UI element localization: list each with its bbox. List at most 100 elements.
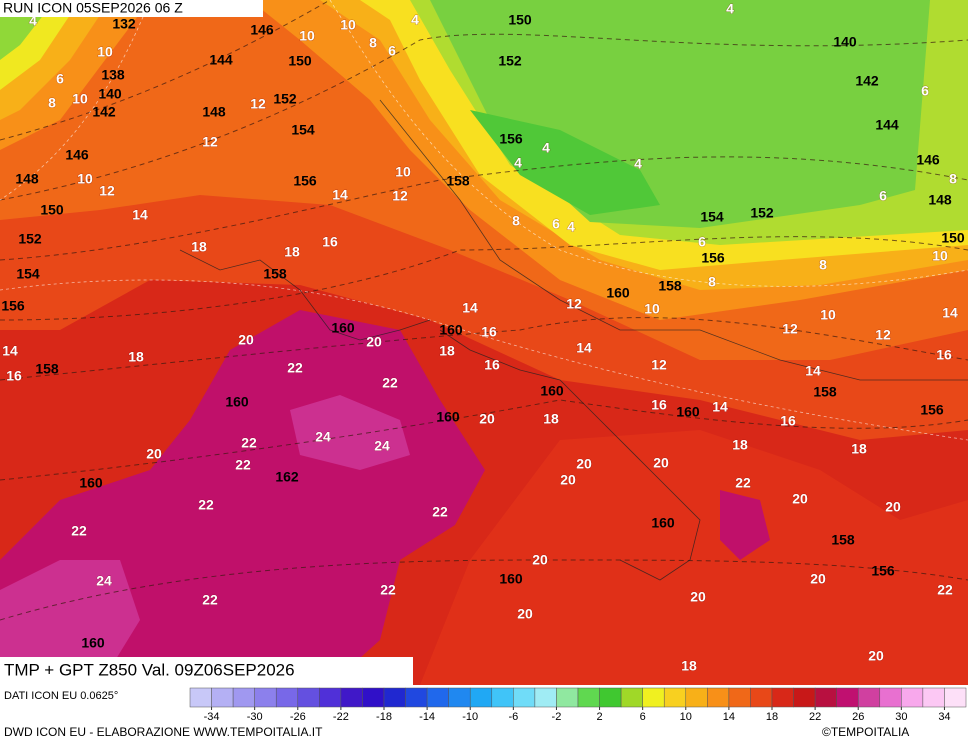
geopotential-label: 158 bbox=[831, 532, 855, 548]
geopotential-label: 160 bbox=[81, 635, 105, 651]
legend-tick-label: -30 bbox=[247, 711, 263, 723]
temperature-label: 12 bbox=[99, 183, 115, 199]
temperature-label: 18 bbox=[128, 349, 144, 365]
legend-tick-label: 2 bbox=[596, 711, 602, 723]
isoline bbox=[0, 33, 968, 201]
temperature-label: 18 bbox=[191, 239, 207, 255]
temperature-label: 22 bbox=[202, 592, 218, 608]
geopotential-label: 154 bbox=[700, 209, 724, 225]
field-2 bbox=[470, 110, 660, 215]
legend-tick-label: -26 bbox=[290, 711, 306, 723]
temperature-label: 22 bbox=[198, 497, 214, 513]
temperature-label: 18 bbox=[284, 244, 300, 260]
geopotential-label: 150 bbox=[508, 12, 532, 28]
temperature-label: 12 bbox=[566, 296, 582, 312]
geopotential-label: 154 bbox=[291, 122, 315, 138]
temperature-label: 14 bbox=[332, 187, 348, 203]
temperature-label: 14 bbox=[942, 305, 958, 321]
isolines bbox=[0, 0, 968, 621]
temperature-label: 10 bbox=[820, 307, 836, 323]
temperature-label: 8 bbox=[48, 95, 56, 111]
legend-swatch bbox=[362, 687, 385, 708]
temperature-label: 18 bbox=[732, 437, 748, 453]
geopotential-label: 146 bbox=[916, 152, 940, 168]
isotherm bbox=[0, 0, 151, 201]
legend-swatch bbox=[814, 687, 837, 708]
temperature-label: 16 bbox=[481, 324, 497, 340]
temperature-label: 22 bbox=[382, 375, 398, 391]
temperature-label: 16 bbox=[936, 347, 952, 363]
geopotential-label: 144 bbox=[875, 117, 899, 133]
geopotential-label: 140 bbox=[98, 86, 122, 102]
temperature-label: 10 bbox=[72, 91, 88, 107]
temperature-label: 18 bbox=[439, 343, 455, 359]
legend-swatch bbox=[663, 687, 687, 708]
legend-tick-label: 14 bbox=[723, 711, 735, 723]
field-20b bbox=[420, 430, 968, 685]
legend-tick-label: -6 bbox=[508, 711, 518, 723]
legend-swatch bbox=[750, 687, 773, 708]
legend-tick-label: 26 bbox=[852, 711, 864, 723]
temperature-label: 4 bbox=[411, 12, 419, 28]
legend-swatch bbox=[211, 687, 234, 708]
legend-swatch bbox=[426, 687, 449, 708]
geopotential-label: 148 bbox=[928, 192, 952, 208]
geopotential-label: 156 bbox=[293, 173, 317, 189]
geopotential-label: 160 bbox=[540, 383, 564, 399]
title-box bbox=[0, 657, 413, 685]
geopotential-label: 160 bbox=[436, 409, 460, 425]
geopotential-label: 160 bbox=[651, 515, 675, 531]
temperature-label: 8 bbox=[369, 35, 377, 51]
geopotential-label: 160 bbox=[79, 475, 103, 491]
legend-tick-label: 30 bbox=[895, 711, 907, 723]
geopotential-label: 132 bbox=[112, 16, 136, 32]
legend-swatch bbox=[319, 687, 342, 708]
legend-tick-label: -18 bbox=[376, 711, 392, 723]
temperature-label: 6 bbox=[879, 188, 887, 204]
temperature-label: 4 bbox=[634, 156, 642, 172]
legend-swatch bbox=[405, 687, 428, 708]
temperature-label: 20 bbox=[885, 499, 901, 515]
geopotential-label: 146 bbox=[65, 147, 89, 163]
geopotential-label: 158 bbox=[658, 278, 682, 294]
map-field bbox=[0, 0, 968, 685]
legend-swatch bbox=[275, 687, 299, 708]
geopotential-label: 156 bbox=[1, 298, 25, 314]
temperature-label: 14 bbox=[2, 343, 18, 359]
temperature-label: 22 bbox=[735, 475, 751, 491]
isotherm bbox=[329, 0, 968, 287]
temperature-label: 14 bbox=[132, 207, 148, 223]
geopotential-label: 142 bbox=[92, 104, 116, 120]
temperature-label: 24 bbox=[374, 438, 390, 454]
geopotential-label: 150 bbox=[941, 230, 965, 246]
temperature-label: 10 bbox=[395, 164, 411, 180]
geopotential-label: 158 bbox=[263, 266, 287, 282]
temperature-label: 16 bbox=[6, 368, 22, 384]
geopotential-label: 152 bbox=[18, 231, 42, 247]
legend-swatch bbox=[469, 687, 493, 708]
geopotential-label: 150 bbox=[40, 202, 64, 218]
legend-swatch bbox=[189, 687, 212, 708]
geopotential-label: 160 bbox=[499, 571, 523, 587]
temperature-label: 20 bbox=[792, 491, 808, 507]
temperature-label: 24 bbox=[315, 429, 331, 445]
legend-swatch bbox=[944, 687, 967, 708]
coastline bbox=[439, 329, 701, 581]
temperature-label: 8 bbox=[949, 171, 957, 187]
geopotential-label: 152 bbox=[750, 205, 774, 221]
legend-swatch bbox=[534, 687, 557, 708]
temperature-label: 22 bbox=[380, 582, 396, 598]
geopotential-label: 160 bbox=[225, 394, 249, 410]
geopotential-label: 144 bbox=[209, 52, 233, 68]
temperature-label: 20 bbox=[238, 332, 254, 348]
legend-tick-label: 34 bbox=[938, 711, 950, 723]
geopotential-label: 160 bbox=[676, 404, 700, 420]
geopotential-label: 160 bbox=[606, 285, 630, 301]
legend-swatch bbox=[771, 687, 794, 708]
temperature-label: 6 bbox=[921, 83, 929, 99]
temperature-label: 16 bbox=[322, 234, 338, 250]
temperature-label: 16 bbox=[780, 413, 796, 429]
geopotential-label: 156 bbox=[871, 563, 895, 579]
temperature-label: 10 bbox=[97, 44, 113, 60]
